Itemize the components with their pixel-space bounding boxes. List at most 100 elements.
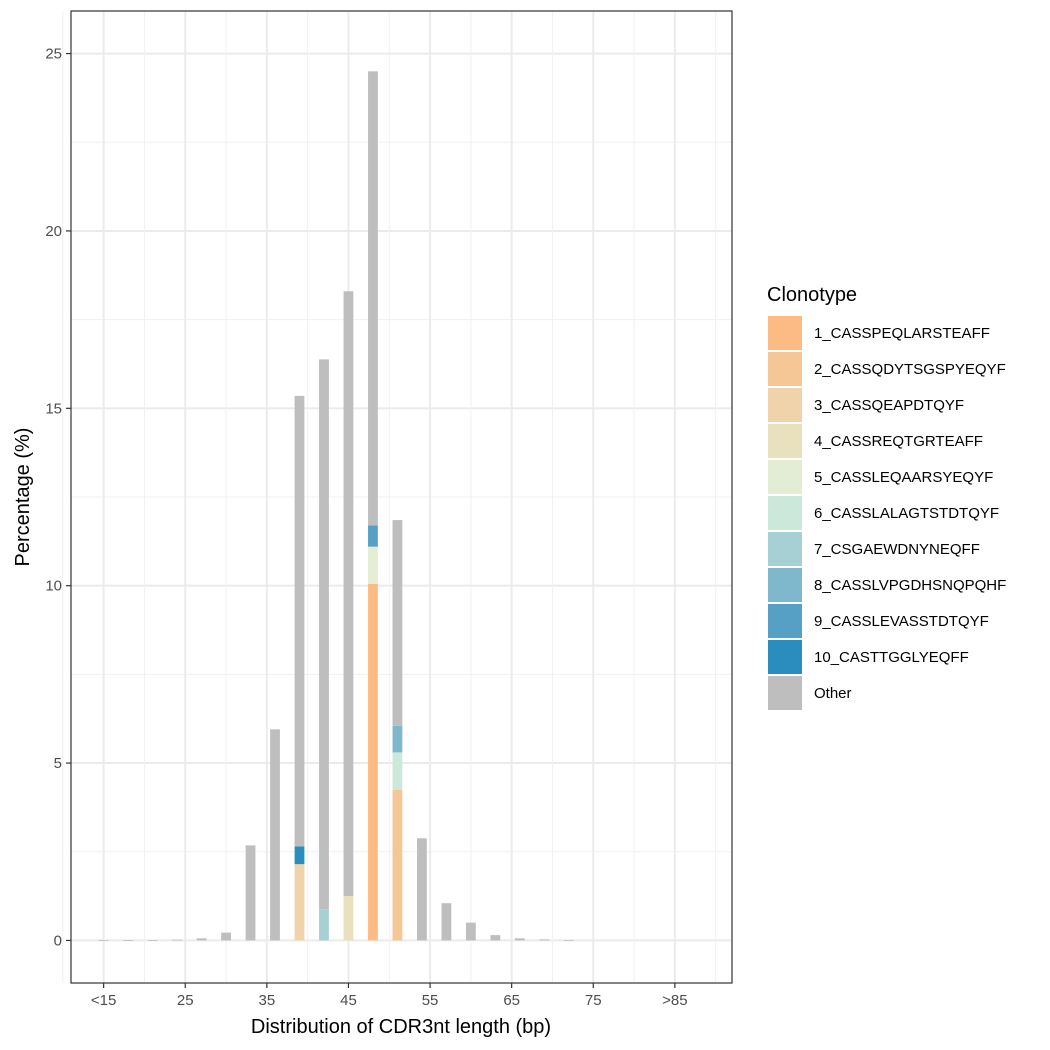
legend-label: 10_CASTTGGLYEQFF <box>814 649 969 666</box>
legend-label: 7_CSGAEWDNYNEQFF <box>814 541 980 558</box>
legend-item: 9_CASSLEVASSTDTQYF <box>768 604 989 638</box>
bar-stack <box>441 903 452 941</box>
bar-segment <box>319 909 329 941</box>
y-tick-label: 25 <box>45 46 62 63</box>
bar-stack <box>465 922 476 941</box>
bar-segment <box>172 939 182 941</box>
legend-title: Clonotype <box>767 284 857 306</box>
legend: Clonotype 1_CASSPEQLARSTEAFF 2_CASSQDYTSG… <box>767 284 1006 710</box>
legend-swatch <box>768 388 802 422</box>
legend-item: 7_CSGAEWDNYNEQFF <box>768 532 980 566</box>
legend-label: 6_CASSLALAGTSTDTQYF <box>814 505 999 522</box>
x-tick-label: 35 <box>259 992 276 1009</box>
bar-segment <box>147 940 158 941</box>
bar-stack <box>98 940 109 941</box>
bar-segment <box>392 520 403 726</box>
bar-stack <box>563 940 574 941</box>
y-tick-label: 15 <box>45 400 62 417</box>
legend-swatch <box>768 640 802 674</box>
bar-stack <box>368 71 378 941</box>
legend-label: 4_CASSREQTGRTEAFF <box>814 433 983 450</box>
x-tick-label: >85 <box>662 992 687 1009</box>
bar-segment <box>343 896 354 941</box>
legend-item: 2_CASSQDYTSGSPYEQYF <box>768 352 1006 386</box>
bar-segment <box>514 938 525 941</box>
bar-segment <box>392 725 403 753</box>
legend-label: 5_CASSLEQAARSYEQYF <box>814 469 993 486</box>
x-tick-label: 65 <box>503 992 520 1009</box>
legend-swatch <box>768 532 802 566</box>
legend-label: 8_CASSLVPGDHSNQPQHF <box>814 577 1006 594</box>
bar-stack <box>123 940 134 941</box>
legend-item: 10_CASTTGGLYEQFF <box>768 640 969 674</box>
bar-segment <box>294 864 305 941</box>
x-axis: <15 25 35 45 55 65 75 >85 <box>91 983 688 1009</box>
bar-segment <box>221 932 231 941</box>
bar-segment <box>563 940 574 941</box>
legend-label: Other <box>814 685 852 702</box>
bar-stack <box>490 935 501 941</box>
legend-swatch <box>768 568 802 602</box>
legend-label: 2_CASSQDYTSGSPYEQYF <box>814 361 1006 378</box>
bar-segment <box>319 359 329 910</box>
legend-swatch <box>768 604 802 638</box>
bar-segment <box>245 845 256 941</box>
y-axis: 0 5 10 15 20 25 <box>45 46 71 949</box>
bar-segment <box>539 939 550 941</box>
legend-swatch <box>768 496 802 530</box>
x-tick-label: 25 <box>177 992 194 1009</box>
legend-swatch <box>768 424 802 458</box>
legend-swatch <box>768 316 802 350</box>
y-axis-title: Percentage (%) <box>12 428 34 567</box>
bar-stack <box>196 938 207 941</box>
bar-segment <box>417 838 427 941</box>
bar-segment <box>368 583 378 941</box>
x-tick-label: 75 <box>585 992 602 1009</box>
bar-segment <box>368 525 378 547</box>
legend-item: 8_CASSLVPGDHSNQPQHF <box>768 568 1006 602</box>
legend-item: 3_CASSQEAPDTQYF <box>768 388 964 422</box>
bar-segment <box>368 71 378 526</box>
bar-segment <box>98 940 109 941</box>
legend-swatch <box>768 352 802 386</box>
panel-border <box>70 10 733 984</box>
x-tick-label: 55 <box>422 992 439 1009</box>
bar-stack <box>294 395 305 941</box>
bar-segment <box>294 846 305 865</box>
bar-segment <box>441 903 452 941</box>
bar-stack <box>392 520 403 941</box>
legend-swatch <box>768 676 802 710</box>
x-tick-label: 45 <box>340 992 357 1009</box>
bar-segment <box>123 940 134 941</box>
bar-segment <box>294 395 305 847</box>
legend-item: 6_CASSLALAGTSTDTQYF <box>768 496 999 530</box>
y-tick-label: 5 <box>54 755 62 772</box>
bar-segment <box>270 729 280 941</box>
bar-stack <box>319 359 329 941</box>
bar-stack <box>417 838 427 941</box>
y-tick-label: 20 <box>45 223 62 240</box>
bar-segment <box>392 789 403 941</box>
plot-panel <box>62 10 733 984</box>
x-tick-label: <15 <box>91 992 116 1009</box>
legend-item: 4_CASSREQTGRTEAFF <box>768 424 983 458</box>
bar-stack <box>221 932 231 941</box>
y-tick-label: 0 <box>54 932 62 949</box>
legend-swatch <box>768 460 802 494</box>
bar-stack <box>245 845 256 941</box>
legend-label: 3_CASSQEAPDTQYF <box>814 397 964 414</box>
x-axis-title: Distribution of CDR3nt length (bp) <box>251 1016 551 1038</box>
bar-stack <box>147 940 158 941</box>
legend-label: 9_CASSLEVASSTDTQYF <box>814 613 989 630</box>
legend-item: Other <box>768 676 852 710</box>
legend-item: 5_CASSLEQAARSYEQYF <box>768 460 993 494</box>
legend-item: 1_CASSPEQLARSTEAFF <box>768 316 990 350</box>
bar-stack <box>539 939 550 941</box>
y-tick-label: 10 <box>45 578 62 595</box>
bar-stack <box>514 938 525 941</box>
bar-segment <box>343 291 354 897</box>
bar-stack <box>270 729 280 941</box>
legend-label: 1_CASSPEQLARSTEAFF <box>814 325 990 342</box>
bar-segment <box>465 922 476 941</box>
